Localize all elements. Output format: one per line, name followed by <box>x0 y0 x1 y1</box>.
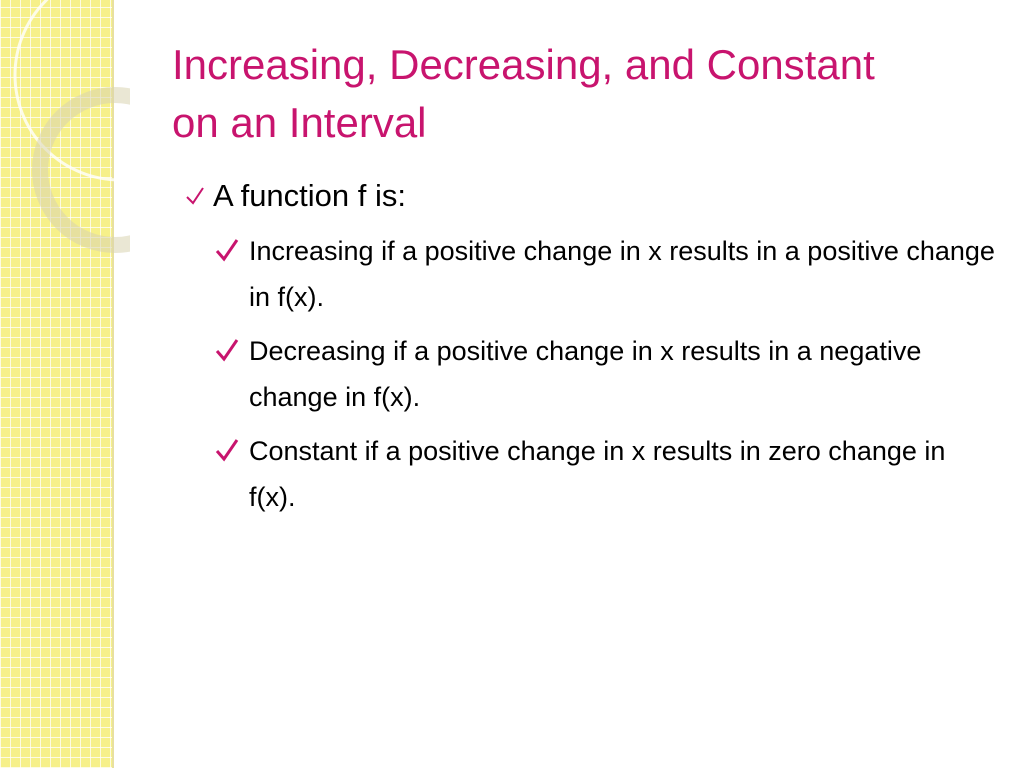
check-icon <box>215 439 239 462</box>
sub-bullet: Constant if a positive change in x resul… <box>215 428 995 520</box>
title-line: Increasing, Decreasing, and Constant <box>172 41 875 88</box>
decoration-circles <box>13 0 130 253</box>
bullet: A function f is: <box>185 178 995 214</box>
check-icon <box>215 239 239 262</box>
sub-bullet: Increasing if a positive change in x res… <box>215 228 995 320</box>
title-line: on an Interval <box>172 99 427 146</box>
sub-bullet: Decreasing if a positive change in x res… <box>215 328 995 420</box>
sidebar-border <box>112 0 114 768</box>
circle <box>13 0 130 182</box>
circle <box>32 87 130 253</box>
slide-title: Increasing, Decreasing, and Constant on … <box>172 36 875 152</box>
check-icon <box>215 339 239 362</box>
bullet-text: Decreasing if a positive change in x res… <box>249 336 922 412</box>
bullet-text: Increasing if a positive change in x res… <box>249 236 995 312</box>
bullet-list: A function f is: Increasing if a positiv… <box>185 178 995 528</box>
check-icon <box>186 187 204 205</box>
bullet-text: Constant if a positive change in x resul… <box>249 436 946 512</box>
bullet-text: A function f is: <box>213 178 406 213</box>
